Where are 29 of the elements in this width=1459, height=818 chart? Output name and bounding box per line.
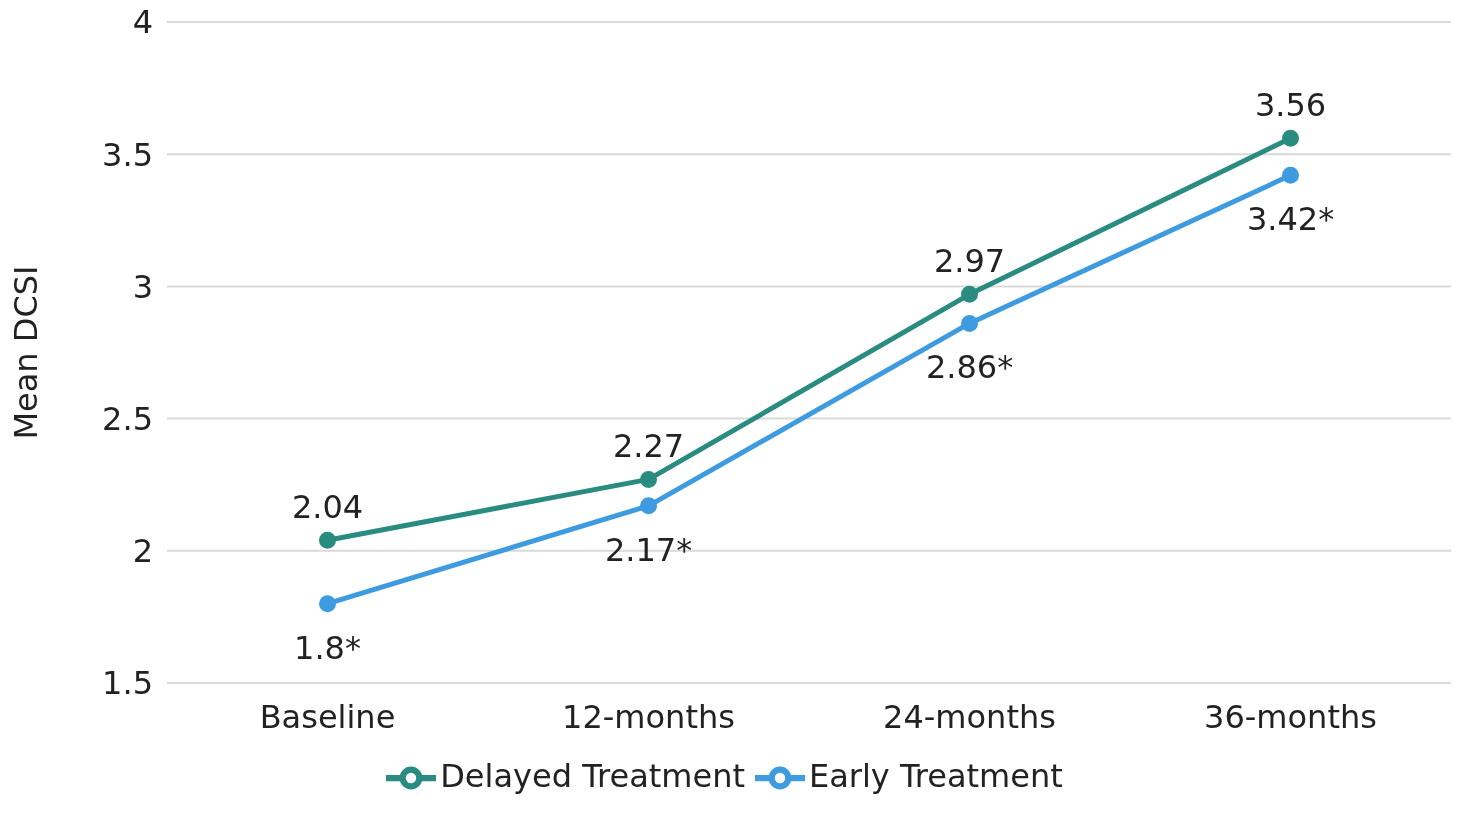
data-label: 3.42* bbox=[1246, 200, 1335, 239]
point bbox=[1282, 129, 1299, 147]
point bbox=[961, 314, 978, 332]
y-tick-label: 3 bbox=[132, 267, 153, 306]
x-tick-label: 24-months bbox=[883, 697, 1056, 736]
point bbox=[319, 595, 336, 613]
data-label: 3.56 bbox=[1254, 86, 1327, 125]
data-label: 2.86* bbox=[925, 348, 1014, 387]
x-tick-label: 36-months bbox=[1204, 697, 1377, 736]
data-label: 2.27 bbox=[612, 427, 685, 466]
y-tick-label: 4 bbox=[132, 3, 153, 42]
legend-label: Delayed Treatment bbox=[440, 757, 745, 795]
legend-label: Early Treatment bbox=[808, 757, 1063, 795]
point bbox=[640, 470, 657, 488]
point bbox=[1282, 166, 1299, 184]
data-label: 2.97 bbox=[933, 242, 1006, 281]
point bbox=[640, 497, 657, 515]
x-tick-label: 12-months bbox=[562, 697, 735, 736]
y-tick-label: 1.5 bbox=[102, 664, 153, 703]
y-axis-title: Mean DCSI bbox=[7, 265, 46, 440]
point bbox=[319, 531, 336, 549]
y-tick-label: 2.5 bbox=[102, 399, 153, 438]
data-label: 2.04 bbox=[291, 488, 364, 527]
data-label: 2.17* bbox=[604, 530, 693, 569]
data-label: 1.8* bbox=[294, 628, 361, 667]
x-tick-label: Baseline bbox=[259, 697, 396, 736]
y-tick-label: 3.5 bbox=[102, 135, 153, 174]
point bbox=[961, 285, 978, 303]
y-tick-label: 2 bbox=[132, 532, 153, 571]
